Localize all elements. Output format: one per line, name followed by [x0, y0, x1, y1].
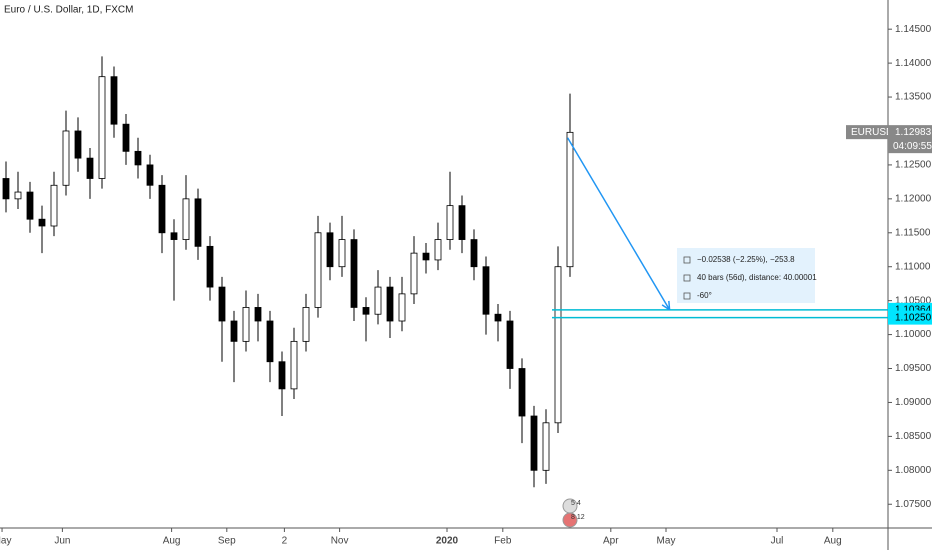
- hline-label: 1.10364: [895, 305, 932, 316]
- y-tick-label: 1.14000: [895, 58, 932, 69]
- candle-body: [458, 205, 466, 240]
- measure-text: -60°: [697, 291, 712, 300]
- last-price-label: 1.12983: [895, 127, 932, 138]
- candle-body: [158, 184, 166, 234]
- candle-body: [506, 320, 514, 369]
- y-tick-label: 1.07500: [895, 499, 932, 510]
- candle-body: [542, 422, 550, 471]
- event-icon: [562, 512, 578, 528]
- x-tick-label: Jun: [54, 536, 70, 547]
- last-price-symbol: EURUSD: [851, 127, 893, 138]
- chart-title: Euro / U.S. Dollar, 1D, FXCM: [4, 5, 133, 16]
- candle-body: [218, 286, 226, 322]
- y-tick-label: 1.12000: [895, 193, 932, 204]
- candle-body: [134, 150, 142, 166]
- candle-body: [386, 286, 394, 322]
- event-label: 8 12: [571, 514, 585, 521]
- candle-body: [50, 184, 58, 227]
- x-tick-label: 2020: [436, 536, 459, 547]
- candle-body: [314, 232, 322, 308]
- measure-box: [677, 248, 815, 303]
- measure-icon: [683, 256, 691, 264]
- measure-text: −0.02538 (−2.25%), −253.8: [697, 255, 795, 264]
- y-tick-label: 1.13500: [895, 92, 932, 103]
- y-tick-label: 1.10000: [895, 329, 932, 340]
- candle-body: [302, 307, 310, 342]
- y-tick-label: 1.11000: [895, 261, 931, 272]
- candle-body: [518, 368, 526, 417]
- arrow-head: [661, 304, 671, 311]
- y-tick-label: 1.09000: [895, 397, 932, 408]
- x-tick-label: Jul: [771, 536, 784, 547]
- x-tick-label: Sep: [218, 536, 236, 547]
- x-tick-label: May: [0, 536, 11, 547]
- candle-body: [410, 252, 418, 295]
- last-price-symbol-bg: [846, 125, 888, 140]
- y-tick-label: 1.11500: [895, 227, 931, 238]
- candle-body: [146, 164, 154, 186]
- candle-body: [422, 252, 430, 261]
- measure-text: 40 bars (56d), distance: 40.00001: [697, 273, 817, 282]
- candle-body: [326, 232, 334, 268]
- y-tick-label: 1.12500: [895, 160, 932, 171]
- candle-body: [434, 239, 442, 261]
- candle-body: [494, 313, 502, 322]
- candle-body: [362, 307, 370, 315]
- countdown: 04:09:55: [893, 141, 932, 152]
- candle-body: [398, 293, 406, 322]
- candle-body: [38, 218, 46, 227]
- candle-body: [62, 130, 70, 186]
- hline-label: 1.10250: [895, 312, 932, 323]
- candle-body: [278, 361, 286, 390]
- candle-body: [170, 232, 178, 240]
- candle-body: [350, 239, 358, 308]
- y-tick-label: 1.09500: [895, 363, 932, 374]
- x-tick-label: Aug: [163, 536, 181, 547]
- candle-body: [230, 320, 238, 342]
- candle-body: [86, 157, 94, 179]
- candle-body: [110, 76, 118, 125]
- candle-body: [14, 191, 22, 200]
- measure-icon: [683, 274, 691, 282]
- candle-body: [206, 245, 214, 288]
- y-tick-label: 1.14500: [895, 24, 932, 35]
- candle-body: [254, 307, 262, 322]
- candle-body: [482, 266, 490, 315]
- x-tick-label: Feb: [494, 536, 512, 547]
- x-tick-label: 2: [282, 536, 288, 547]
- candle-body: [182, 198, 190, 240]
- x-tick-label: Aug: [824, 536, 842, 547]
- y-tick-label: 1.10500: [895, 295, 932, 306]
- candle-body: [122, 123, 130, 152]
- candle-body: [266, 320, 274, 363]
- candle-body: [446, 205, 454, 240]
- y-tick-label: 1.08000: [895, 465, 932, 476]
- trend-arrow: [566, 137, 671, 311]
- candle-body: [566, 131, 574, 268]
- candle-body: [470, 239, 478, 268]
- candle-body: [374, 286, 382, 315]
- candle-body: [290, 340, 298, 390]
- x-tick-label: May: [657, 536, 676, 547]
- candle-body: [194, 198, 202, 247]
- event-label: 5 4: [571, 500, 581, 507]
- candle-body: [530, 415, 538, 471]
- candle-body: [2, 178, 10, 200]
- candle-body: [74, 130, 82, 159]
- candle-body: [554, 266, 562, 424]
- measure-icon: [683, 292, 691, 300]
- arrow-head: [668, 300, 671, 310]
- candle-body: [242, 307, 250, 342]
- candle-body: [26, 191, 34, 220]
- candle-body: [98, 76, 106, 179]
- y-tick-label: 1.08500: [895, 431, 932, 442]
- last-price-bg: [888, 125, 932, 154]
- candle-body: [338, 239, 346, 268]
- hline-label-bg: [888, 310, 932, 325]
- x-tick-label: Nov: [331, 536, 349, 547]
- x-tick-label: Apr: [603, 536, 619, 547]
